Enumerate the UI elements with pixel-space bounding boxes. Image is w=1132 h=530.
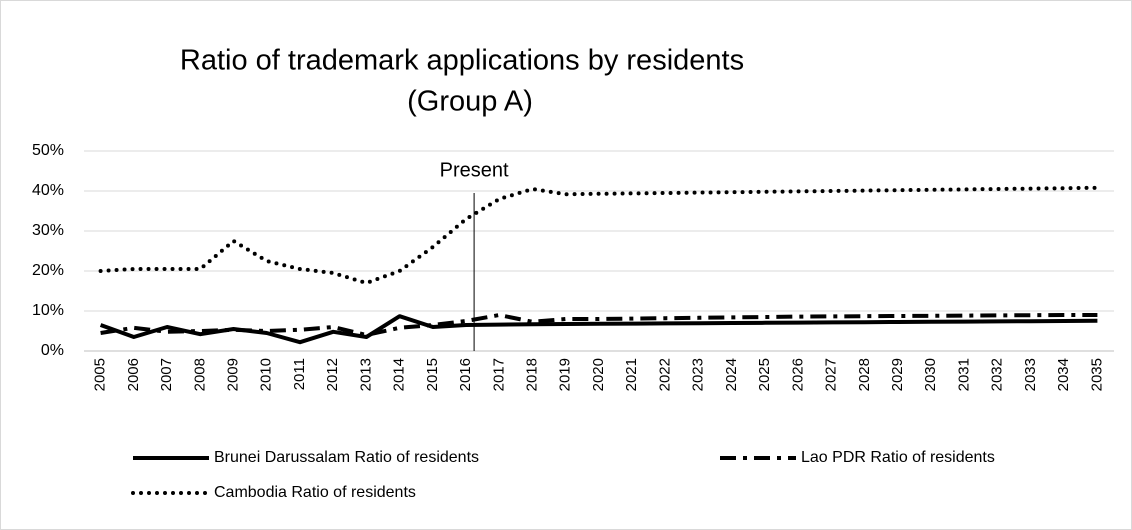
- x-tick-label: 2026: [789, 358, 806, 391]
- x-tick-label: 2030: [922, 358, 939, 391]
- x-tick-label: 2035: [1088, 358, 1105, 391]
- x-tick-label: 2007: [158, 358, 175, 391]
- y-tick-label: 50%: [32, 142, 64, 159]
- annotation-label: Present: [440, 159, 509, 181]
- x-tick-label: 2022: [656, 358, 673, 391]
- y-tick-label: 20%: [32, 262, 64, 279]
- legend-label: Brunei Darussalam Ratio of residents: [214, 449, 479, 466]
- x-tick-label: 2006: [125, 358, 142, 391]
- x-tick-label: 2023: [690, 358, 707, 391]
- x-tick-label: 2014: [391, 358, 408, 391]
- x-tick-label: 2017: [490, 358, 507, 391]
- x-tick-label: 2009: [224, 358, 241, 391]
- x-tick-label: 2008: [191, 358, 208, 391]
- y-tick-label: 40%: [32, 182, 64, 199]
- x-tick-label: 2010: [258, 358, 275, 391]
- y-tick-label: 0%: [41, 342, 64, 359]
- x-tick-label: 2011: [291, 358, 308, 390]
- x-tick-label: 2019: [557, 358, 574, 391]
- x-tick-label: 2016: [457, 358, 474, 391]
- legend-label: Lao PDR Ratio of residents: [801, 449, 995, 466]
- x-tick-label: 2027: [823, 358, 840, 391]
- x-tick-label: 2005: [92, 358, 109, 391]
- x-tick-label: 2024: [723, 358, 740, 391]
- chart-title: Ratio of trademark applications by resid…: [180, 45, 744, 77]
- series-line: [99, 314, 1098, 345]
- y-tick-label: 30%: [32, 222, 64, 239]
- x-tick-label: 2015: [424, 358, 441, 391]
- x-tick-label: 2020: [590, 358, 607, 391]
- x-tick-label: 2028: [856, 358, 873, 391]
- x-tick-label: 2018: [524, 358, 541, 391]
- y-tick-label: 10%: [32, 302, 64, 319]
- x-tick-label: 2032: [989, 358, 1006, 391]
- x-tick-label: 2012: [324, 358, 341, 391]
- x-tick-label: 2029: [889, 358, 906, 391]
- series-line: [100, 313, 1098, 337]
- x-tick-label: 2031: [955, 358, 972, 391]
- x-tick-label: 2021: [623, 358, 640, 391]
- series-line: [98, 185, 1100, 285]
- chart-title: (Group A): [407, 86, 533, 118]
- legend-label: Cambodia Ratio of residents: [214, 484, 416, 501]
- x-tick-label: 2013: [357, 358, 374, 391]
- x-tick-label: 2034: [1055, 358, 1072, 391]
- x-tick-label: 2033: [1022, 358, 1039, 391]
- x-tick-label: 2025: [756, 358, 773, 391]
